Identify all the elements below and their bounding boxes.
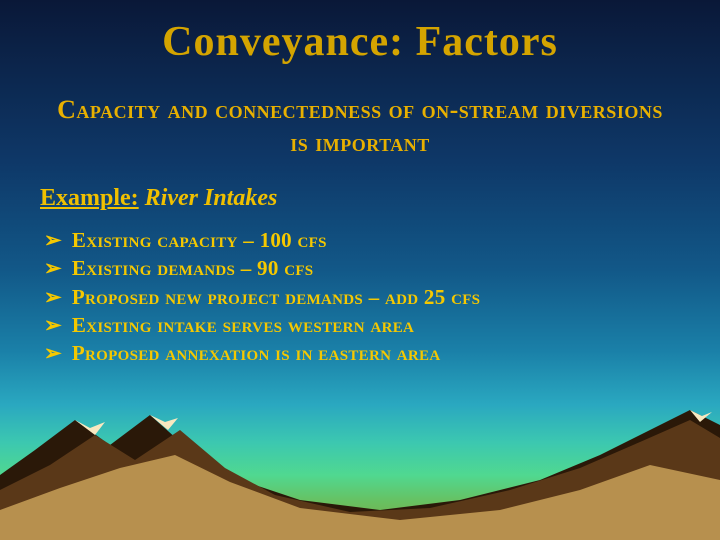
chevron-right-icon: ➢ [44,226,62,254]
example-line: Example: River Intakes [40,185,680,212]
list-item: ➢ Existing demands – 90 cfs [44,254,680,282]
slide-container: Conveyance: Factors Capacity and connect… [0,0,720,540]
slide-content: Conveyance: Factors Capacity and connect… [0,0,720,368]
mountain-peak-left [75,420,105,435]
bullet-text: Existing intake serves western area [72,311,414,339]
chevron-right-icon: ➢ [44,311,62,339]
mountain-peak-mid [150,415,178,430]
slide-subtitle: Capacity and connectedness of on-stream … [50,94,670,159]
example-label: Example: [40,185,139,211]
bullet-text: Proposed annexation is in eastern area [72,339,441,367]
chevron-right-icon: ➢ [44,283,62,311]
mountain-mid [0,420,720,540]
mountain-peak-right [690,410,712,422]
list-item: ➢ Existing capacity – 100 cfs [44,226,680,254]
bullet-text: Existing capacity – 100 cfs [72,226,327,254]
list-item: ➢ Existing intake serves western area [44,311,680,339]
example-value: River Intakes [145,185,278,211]
mountain-back [0,410,720,540]
list-item: ➢ Proposed annexation is in eastern area [44,339,680,367]
mountain-decoration [0,360,720,540]
chevron-right-icon: ➢ [44,339,62,367]
bullet-list: ➢ Existing capacity – 100 cfs ➢ Existing… [40,226,680,368]
bullet-text: Proposed new project demands – add 25 cf… [72,283,480,311]
list-item: ➢ Proposed new project demands – add 25 … [44,283,680,311]
slide-title: Conveyance: Factors [40,18,680,66]
bullet-text: Existing demands – 90 cfs [72,254,314,282]
mountain-front [0,455,720,540]
chevron-right-icon: ➢ [44,254,62,282]
